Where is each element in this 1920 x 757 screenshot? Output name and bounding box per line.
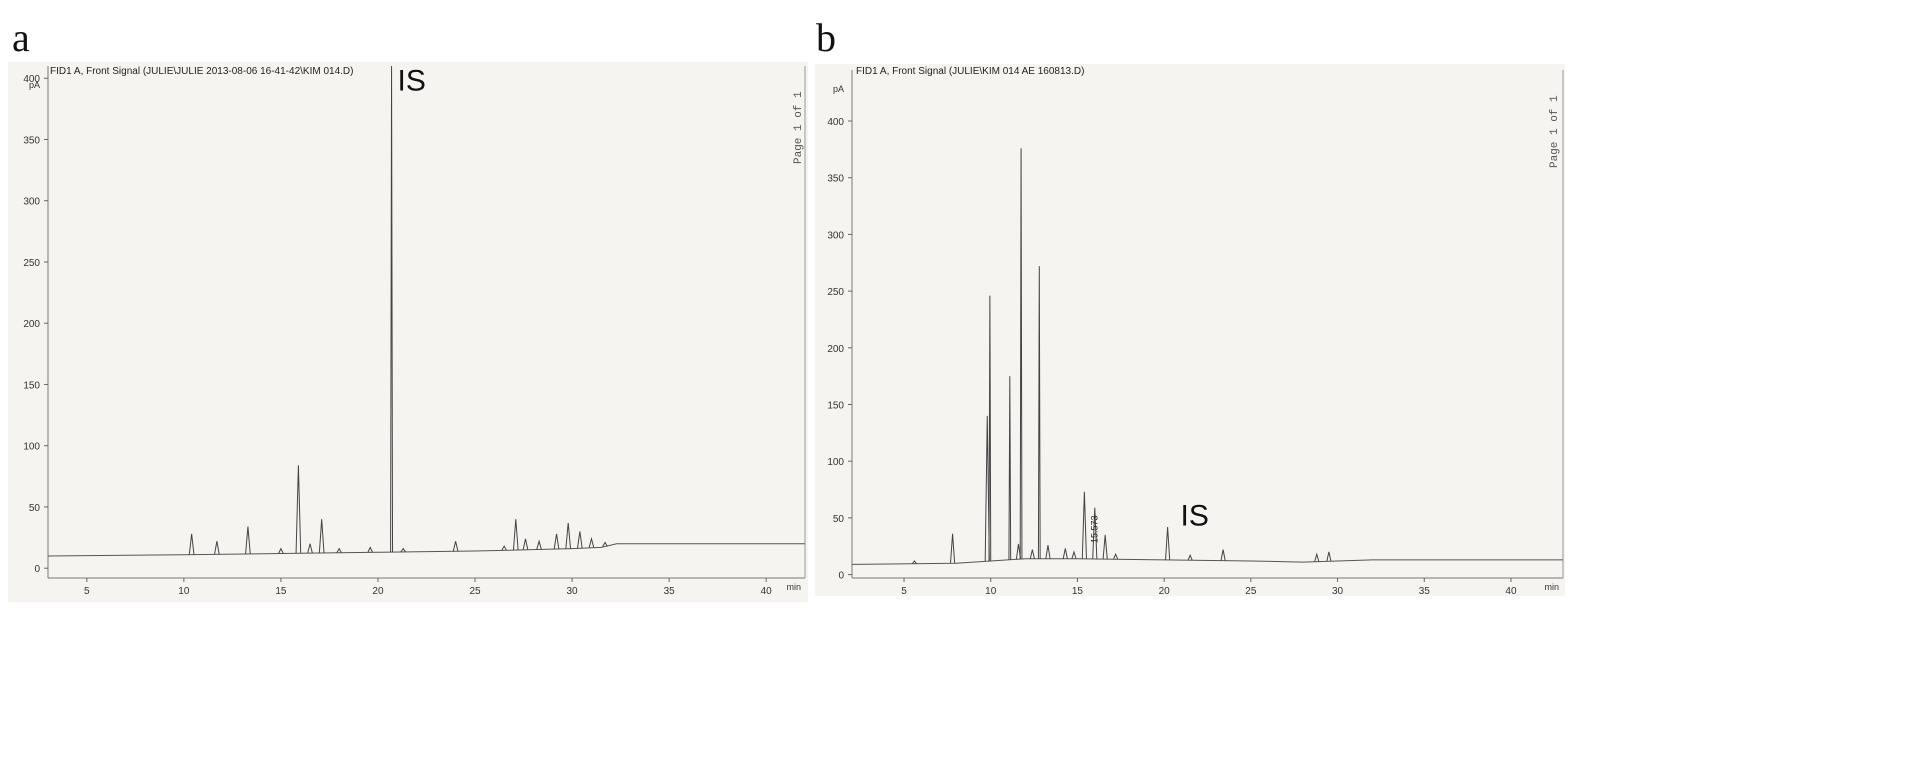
chromatogram-scan-a — [8, 62, 808, 602]
page-note-b: Page 1 of 1 — [1549, 95, 1561, 168]
panel-letter-a: a — [12, 15, 30, 60]
signal-header-a: FID1 A, Front Signal (JULIE\JULIE 2013-0… — [50, 66, 354, 77]
page-note-a: Page 1 of 1 — [793, 91, 805, 164]
panel-letter-b: b — [816, 15, 836, 60]
chromatogram-scan-b — [815, 64, 1565, 596]
signal-header-b: FID1 A, Front Signal (JULIE\KIM 014 AE 1… — [856, 66, 1085, 77]
